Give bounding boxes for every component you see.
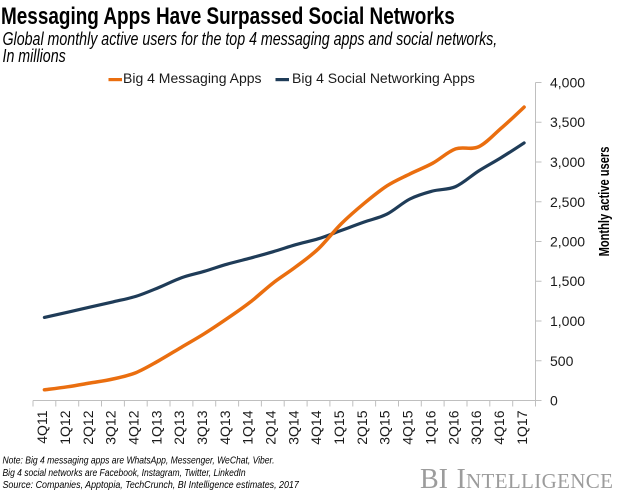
svg-text:BI: BI bbox=[420, 464, 448, 493]
svg-text:3Q12: 3Q12 bbox=[103, 410, 119, 444]
svg-text:Big 4 social networks are Face: Big 4 social networks are Facebook, Inst… bbox=[3, 467, 246, 479]
svg-text:Big 4 Social Networking Apps: Big 4 Social Networking Apps bbox=[292, 70, 475, 86]
svg-text:Monthly active users: Monthly active users bbox=[595, 147, 612, 257]
svg-text:Source: Companies, Apptopia, T: Source: Companies, Apptopia, TechCrunch,… bbox=[3, 480, 300, 492]
svg-text:Messaging Apps Have Surpassed: Messaging Apps Have Surpassed Social Net… bbox=[1, 2, 455, 30]
svg-text:2,000: 2,000 bbox=[550, 234, 585, 250]
svg-text:500: 500 bbox=[550, 353, 574, 369]
svg-text:3,000: 3,000 bbox=[550, 154, 585, 170]
svg-text:3Q13: 3Q13 bbox=[194, 410, 210, 444]
svg-text:3Q16: 3Q16 bbox=[468, 410, 484, 444]
svg-text:2Q16: 2Q16 bbox=[445, 410, 461, 444]
svg-text:1,500: 1,500 bbox=[550, 273, 585, 289]
svg-text:2,500: 2,500 bbox=[550, 194, 585, 210]
svg-text:1,000: 1,000 bbox=[550, 313, 585, 329]
svg-text:NTELLIGENCE: NTELLIGENCE bbox=[466, 469, 613, 493]
svg-text:4Q16: 4Q16 bbox=[491, 410, 507, 444]
svg-text:4Q13: 4Q13 bbox=[217, 410, 233, 444]
svg-text:3Q15: 3Q15 bbox=[377, 410, 393, 444]
svg-text:1Q16: 1Q16 bbox=[422, 410, 438, 444]
svg-text:0: 0 bbox=[550, 393, 558, 409]
svg-text:4Q12: 4Q12 bbox=[126, 410, 142, 444]
svg-text:4Q15: 4Q15 bbox=[400, 410, 416, 444]
svg-text:In millions: In millions bbox=[3, 46, 66, 66]
svg-text:1Q14: 1Q14 bbox=[240, 410, 256, 444]
svg-text:1Q12: 1Q12 bbox=[57, 410, 73, 444]
svg-text:2Q12: 2Q12 bbox=[80, 410, 96, 444]
svg-text:Global monthly active users fo: Global monthly active users for the top … bbox=[3, 30, 498, 50]
svg-text:I: I bbox=[457, 464, 466, 493]
svg-text:1Q13: 1Q13 bbox=[148, 410, 164, 444]
svg-text:3,500: 3,500 bbox=[550, 114, 585, 130]
svg-text:Note: Big 4 messaging apps are: Note: Big 4 messaging apps are WhatsApp,… bbox=[3, 455, 275, 467]
svg-text:3Q14: 3Q14 bbox=[285, 410, 301, 444]
svg-text:2Q13: 2Q13 bbox=[171, 410, 187, 444]
svg-text:1Q15: 1Q15 bbox=[331, 410, 347, 444]
svg-text:1Q17: 1Q17 bbox=[514, 410, 530, 444]
svg-text:4Q14: 4Q14 bbox=[308, 410, 324, 444]
svg-text:2Q14: 2Q14 bbox=[263, 410, 279, 444]
svg-text:4Q11: 4Q11 bbox=[34, 410, 50, 443]
svg-text:4,000: 4,000 bbox=[550, 75, 585, 91]
svg-text:Big 4 Messaging Apps: Big 4 Messaging Apps bbox=[123, 70, 262, 86]
svg-text:2Q15: 2Q15 bbox=[354, 410, 370, 444]
